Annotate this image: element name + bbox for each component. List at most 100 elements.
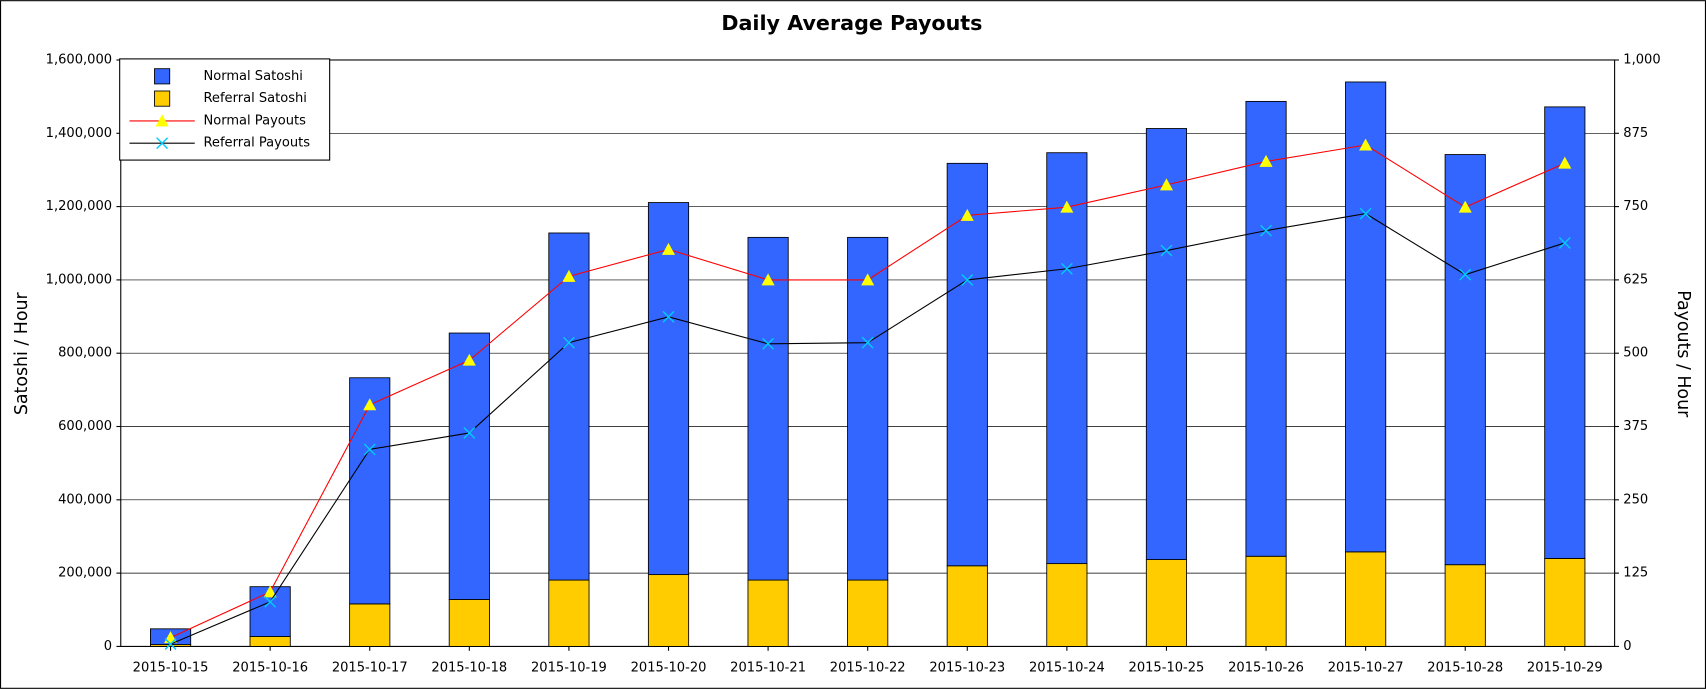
legend-label: Normal Payouts [203, 113, 306, 128]
bar [1544, 558, 1586, 647]
bar [1345, 551, 1387, 647]
marker [1459, 268, 1472, 281]
bar [249, 636, 291, 647]
marker [1160, 244, 1173, 257]
bar [1444, 154, 1486, 566]
y2-tick-label: 250 [1623, 492, 1648, 507]
marker [1359, 138, 1373, 151]
bar [946, 565, 988, 647]
y-tick-label: 1,200,000 [46, 199, 112, 214]
marker [662, 310, 675, 323]
marker [1359, 207, 1372, 220]
marker [363, 443, 376, 456]
chart-title: Daily Average Payouts [721, 11, 982, 35]
x-tick-label: 2015-10-18 [431, 661, 507, 676]
legend-marker [156, 137, 169, 150]
legend-swatch [154, 68, 171, 85]
y2-tick-label: 1,000 [1623, 52, 1660, 67]
bar [349, 603, 391, 647]
bar [647, 574, 690, 647]
bar [548, 579, 590, 647]
bar [548, 232, 590, 581]
bar [1245, 555, 1287, 647]
marker [264, 595, 277, 608]
bar [847, 579, 889, 647]
x-tick-label: 2015-10-21 [730, 661, 806, 676]
marker [263, 585, 277, 598]
y-tick-label: 0 [104, 639, 112, 654]
x-tick-label: 2015-10-28 [1427, 661, 1503, 676]
bar [946, 162, 988, 567]
y2-tick-label: 500 [1623, 346, 1648, 361]
y-tick-label: 1,400,000 [46, 126, 112, 141]
y2-tick-label: 625 [1623, 272, 1648, 287]
y-tick-label: 200,000 [58, 566, 112, 581]
y-tick-label: 400,000 [58, 492, 112, 507]
y2-tick-label: 125 [1623, 566, 1648, 581]
x-tick-label: 2015-10-23 [929, 661, 1005, 676]
marker [363, 398, 377, 411]
legend-label: Normal Satoshi [203, 69, 302, 84]
marker [661, 242, 676, 255]
y2-tick-label: 875 [1623, 126, 1648, 141]
bar [647, 202, 690, 576]
x-tick-label: 2015-10-20 [631, 661, 707, 676]
legend-swatch [154, 90, 171, 107]
bar [1544, 106, 1586, 559]
bar [1245, 100, 1287, 557]
marker [961, 273, 974, 286]
marker [462, 353, 476, 366]
y2-axis-title: Payouts / Hour [1673, 290, 1693, 418]
marker [960, 208, 974, 221]
legend-label: Referral Payouts [203, 136, 310, 151]
bar [1145, 128, 1188, 560]
legend-label: Referral Satoshi [203, 91, 306, 106]
y2-tick-label: 0 [1623, 639, 1631, 654]
y-tick-label: 1,000,000 [46, 272, 112, 287]
marker [1060, 200, 1074, 213]
marker [562, 269, 576, 282]
bar [448, 332, 490, 600]
bar [1444, 564, 1486, 647]
marker [463, 427, 476, 439]
bar [747, 236, 789, 581]
marker [1558, 237, 1571, 249]
x-tick-label: 2015-10-24 [1029, 661, 1105, 676]
y-axis-title: Satoshi / Hour [12, 291, 32, 415]
x-tick-label: 2015-10-26 [1228, 661, 1304, 676]
x-tick-label: 2015-10-19 [531, 661, 607, 676]
bar [847, 236, 889, 581]
y2-tick-label: 750 [1623, 199, 1648, 214]
bar [448, 599, 490, 647]
y-tick-label: 1,600,000 [46, 52, 112, 67]
marker [761, 273, 775, 286]
bar [349, 377, 391, 605]
x-tick-label: 2015-10-15 [133, 661, 209, 676]
marker [1259, 154, 1273, 167]
y-tick-label: 600,000 [58, 419, 112, 434]
x-tick-label: 2015-10-27 [1328, 661, 1404, 676]
marker [1159, 178, 1173, 191]
marker [1458, 200, 1472, 213]
x-tick-label: 2015-10-25 [1129, 661, 1205, 676]
x-tick-label: 2015-10-29 [1527, 661, 1603, 676]
x-tick-label: 2015-10-17 [332, 661, 408, 676]
marker [164, 638, 177, 651]
marker [1260, 224, 1272, 237]
bar [1345, 81, 1387, 553]
bar [1046, 152, 1088, 565]
legend-marker [155, 114, 169, 127]
bar [1046, 563, 1088, 647]
bar [747, 579, 789, 647]
marker [762, 337, 775, 350]
y-tick-label: 800,000 [58, 346, 112, 361]
marker [562, 336, 575, 349]
marker [861, 273, 875, 286]
x-tick-label: 2015-10-16 [232, 661, 308, 676]
marker [1060, 262, 1073, 275]
x-tick-label: 2015-10-22 [830, 661, 906, 676]
marker [861, 336, 874, 349]
y2-tick-label: 375 [1623, 419, 1648, 434]
marker [1558, 156, 1572, 169]
